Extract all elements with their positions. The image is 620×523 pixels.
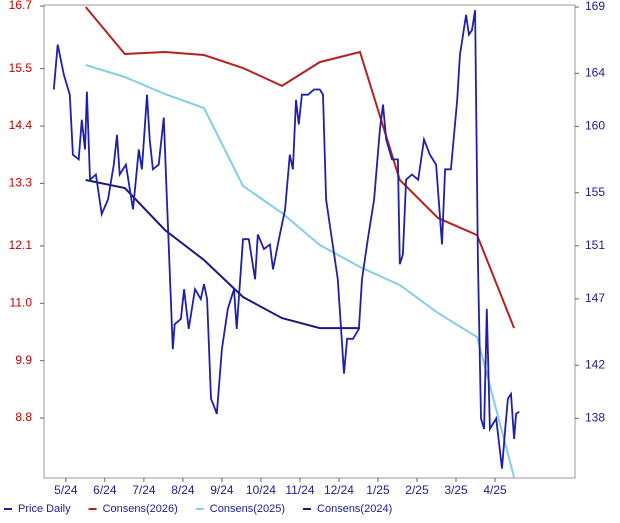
x-tick-label: 4/25 (483, 483, 507, 497)
legend-label: Consens(2026) (103, 503, 178, 515)
y2-tick-label: 138 (585, 410, 605, 424)
x-tick-label: 12/24 (324, 483, 354, 497)
x-tick-label: 3/25 (444, 483, 468, 497)
legend-label: Consens(2025) (210, 503, 285, 515)
y-tick-label: 15.5 (9, 61, 33, 75)
x-tick-label: 7/24 (132, 483, 156, 497)
y-tick-label: 11.0 (10, 295, 33, 309)
series-line (85, 64, 516, 478)
x-tick-label: 2/25 (405, 483, 429, 497)
series-line (84, 6, 516, 329)
x-tick-label: 10/24 (246, 483, 276, 497)
y-tick-label: 13.3 (9, 176, 33, 190)
legend-label: Consens(2024) (317, 503, 392, 515)
x-tick-label: 8/24 (171, 483, 195, 497)
x-tick-label: 9/24 (210, 483, 234, 497)
y-tick-label: 12.1 (9, 238, 33, 252)
y2-tick-label: 169 (585, 0, 605, 13)
y2-tick-label: 142 (585, 357, 605, 371)
series-line (52, 10, 520, 469)
y2-tick-label: 147 (585, 291, 605, 305)
y2-tick-label: 151 (585, 238, 605, 252)
y-tick-label: 16.7 (9, 0, 33, 12)
legend-label: Price Daily (18, 503, 71, 515)
y-tick-label: 14.4 (9, 118, 33, 132)
x-tick-label: 1/25 (366, 483, 390, 497)
x-tick-label: 5/24 (54, 483, 78, 497)
y-tick-label: 8.8 (15, 410, 32, 424)
y-tick-label: 9.9 (15, 353, 32, 367)
x-tick-label: 6/24 (93, 483, 117, 497)
y2-tick-label: 155 (585, 185, 605, 199)
y2-tick-label: 160 (585, 119, 605, 133)
plot-area (43, 4, 576, 479)
x-tick-label: 11/24 (285, 483, 314, 497)
y2-tick-label: 164 (585, 66, 605, 80)
